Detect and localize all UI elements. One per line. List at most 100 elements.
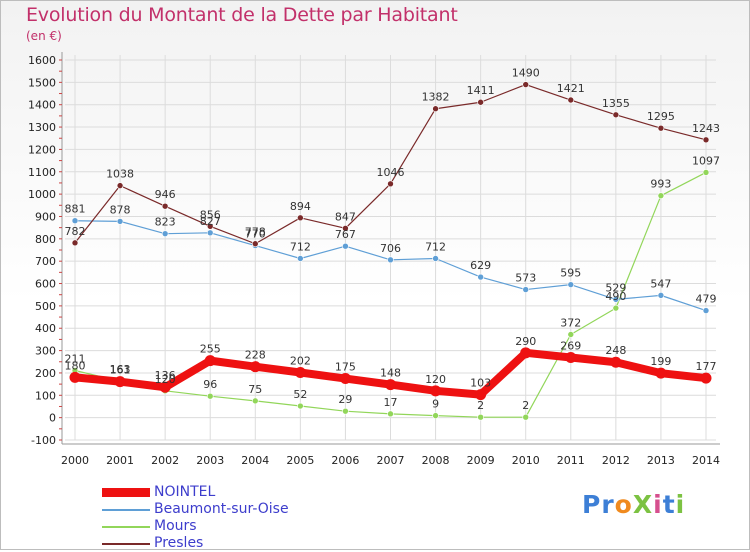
data-label-presles: 1046: [377, 166, 405, 179]
x-tick-label: 2006: [331, 454, 359, 467]
x-tick-label: 2005: [286, 454, 314, 467]
data-point-beaumont-sur-oise: [116, 218, 124, 225]
data-label-presles: 1490: [512, 67, 540, 80]
logo-letter: i: [675, 490, 686, 519]
data-label-mours: 490: [605, 290, 626, 303]
data-point-mours: [612, 304, 620, 312]
data-label-presles: 1038: [106, 168, 134, 181]
data-label-nointel: 180: [65, 359, 86, 372]
data-point-presles: [702, 136, 710, 144]
y-tick-label: 100: [35, 389, 56, 402]
data-point-mours: [387, 410, 394, 418]
data-label-mours: 120: [155, 373, 176, 386]
data-point-presles: [522, 81, 530, 88]
data-point-nointel: [385, 379, 396, 391]
data-label-nointel: 161: [110, 364, 131, 377]
y-tick-label: 1600: [28, 54, 56, 67]
x-tick-label: 2000: [61, 454, 89, 467]
data-label-mours: 2: [522, 399, 529, 412]
data-label-beaumont-sur-oise: 770: [245, 228, 266, 241]
data-point-presles: [387, 180, 394, 188]
x-tick-label: 2010: [512, 454, 540, 467]
data-point-beaumont-sur-oise: [567, 281, 575, 288]
proxiti-logo: ProXiti: [582, 490, 685, 519]
data-point-mours: [567, 331, 575, 338]
data-point-presles: [432, 105, 439, 113]
data-point-presles: [116, 182, 124, 189]
x-tick-label: 2013: [647, 454, 675, 467]
legend-swatch: [102, 542, 150, 545]
data-label-nointel: 290: [515, 335, 536, 348]
chart-title: Evolution du Montant de la Dette par Hab…: [26, 4, 458, 26]
chart-legend: NOINTEL Beaumont-sur-Oise Mours Presles: [102, 484, 289, 552]
data-label-presles: 1355: [602, 97, 630, 110]
data-label-beaumont-sur-oise: 878: [110, 203, 131, 216]
data-point-nointel: [294, 366, 306, 378]
data-point-nointel: [700, 372, 712, 384]
data-label-beaumont-sur-oise: 712: [290, 240, 311, 253]
legend-item-mours: Mours: [102, 518, 289, 535]
y-tick-label: 1000: [28, 188, 56, 201]
y-tick-label: 700: [35, 255, 56, 268]
data-point-beaumont-sur-oise: [657, 292, 665, 299]
data-label-beaumont-sur-oise: 881: [65, 203, 86, 216]
data-label-presles: 778: [245, 226, 266, 239]
data-label-mours: 993: [650, 178, 671, 191]
legend-swatch: [102, 488, 150, 497]
data-label-beaumont-sur-oise: 595: [560, 267, 581, 280]
data-label-nointel: 248: [605, 344, 626, 357]
data-point-nointel: [249, 361, 261, 373]
data-point-nointel: [565, 352, 577, 364]
y-tick-label: 1400: [28, 99, 56, 112]
data-point-beaumont-sur-oise: [387, 256, 394, 264]
y-tick-label: 300: [35, 345, 56, 358]
legend-label: Mours: [154, 518, 197, 534]
data-label-nointel: 175: [335, 361, 356, 374]
y-tick-label: 0: [49, 412, 56, 425]
legend-swatch: [102, 525, 150, 528]
data-point-mours: [702, 169, 710, 176]
data-point-presles: [657, 124, 665, 132]
logo-letter: X: [632, 490, 654, 519]
legend-label: Beaumont-sur-Oise: [154, 501, 289, 517]
data-point-mours: [251, 397, 259, 405]
data-label-nointel: 103: [470, 377, 491, 390]
data-label-nointel: 120: [425, 373, 446, 386]
data-point-nointel: [159, 381, 171, 393]
data-point-presles: [477, 98, 484, 106]
data-point-nointel: [430, 385, 442, 397]
data-point-presles: [342, 225, 349, 232]
data-point-mours: [477, 413, 484, 421]
data-label-beaumont-sur-oise: 827: [200, 215, 221, 228]
data-point-beaumont-sur-oise: [522, 286, 530, 293]
data-point-presles: [297, 214, 304, 222]
data-label-nointel: 269: [560, 340, 581, 353]
legend-swatch: [102, 508, 150, 511]
legend-label: NOINTEL: [154, 484, 216, 500]
data-label-beaumont-sur-oise: 706: [380, 242, 401, 255]
data-label-presles: 1382: [422, 91, 450, 104]
data-label-nointel: 228: [245, 349, 266, 362]
legend-item-nointel: NOINTEL: [102, 484, 289, 501]
data-label-beaumont-sur-oise: 479: [696, 293, 717, 306]
data-label-mours: 29: [338, 393, 352, 406]
data-label-nointel: 199: [650, 355, 671, 368]
data-point-nointel: [204, 355, 216, 367]
data-point-nointel: [610, 356, 622, 368]
y-tick-label: 400: [35, 322, 56, 335]
data-point-presles: [612, 111, 620, 119]
data-point-beaumont-sur-oise: [477, 273, 484, 281]
legend-item-beaumont-sur-oise: Beaumont-sur-Oise: [102, 501, 289, 518]
data-label-mours: 96: [203, 378, 217, 391]
data-label-nointel: 202: [290, 354, 311, 367]
legend-item-presles: Presles: [102, 535, 289, 552]
data-label-presles: 1243: [692, 122, 720, 135]
data-point-mours: [342, 407, 349, 415]
logo-letter: P: [582, 490, 602, 519]
y-tick-label: 1500: [28, 76, 56, 89]
data-point-nointel: [475, 389, 487, 401]
data-label-mours: 211: [65, 352, 86, 365]
y-tick-label: 500: [35, 300, 56, 313]
data-label-beaumont-sur-oise: 629: [470, 259, 491, 272]
